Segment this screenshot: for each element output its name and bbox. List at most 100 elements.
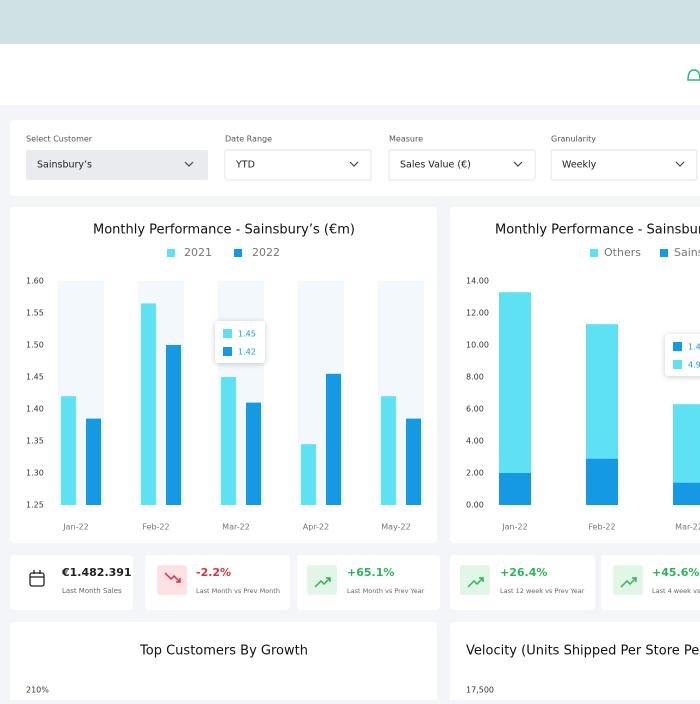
y-tick-label: 2.00: [466, 469, 484, 478]
down-icon: [164, 572, 181, 583]
bar-segment: [586, 458, 618, 505]
y-tick-label: 6.00: [466, 405, 484, 414]
select-value: Weekly: [562, 160, 597, 171]
y-tick-label: 10.00: [466, 341, 489, 350]
y-tick-label: 12.00: [466, 309, 489, 318]
tooltip: [215, 321, 265, 363]
y-tick-label: 1.35: [26, 437, 44, 446]
kpi-label: Last 4 week vs Prev Year: [652, 587, 700, 595]
select-value: YTD: [235, 160, 255, 171]
chart-card: [10, 622, 437, 704]
icon-bg: [157, 565, 187, 595]
filter-label: Select Customer: [26, 135, 93, 144]
x-tick-label: Jan-22: [501, 523, 527, 532]
x-tick-label: Mar-22: [675, 523, 700, 532]
icon-bg: [613, 565, 643, 595]
filter-label: Date Range: [225, 135, 272, 144]
bar: [86, 418, 101, 505]
bar-segment: [673, 404, 700, 483]
filter-label: Granularity: [551, 135, 596, 144]
up-icon: [620, 577, 637, 588]
select-box[interactable]: [224, 149, 372, 181]
chart-card: [450, 207, 700, 543]
x-tick-label: Mar-22: [222, 523, 250, 532]
tooltip-value: 1.4: [688, 343, 700, 352]
chart-title: Monthly Performance - Sainsbury’s (€m): [93, 223, 355, 238]
kpi-label: Last Month vs Prev Month: [196, 587, 280, 595]
kpi-card: [10, 555, 133, 610]
bar: [406, 418, 421, 505]
kpi-value: €1.482.391: [61, 566, 132, 579]
tooltip-value: 4.9: [688, 361, 700, 370]
top-banner: [0, 0, 700, 44]
y-tick-label: 1.25: [26, 501, 44, 510]
bar: [61, 396, 76, 505]
select-value: Sainsbury’s: [37, 160, 92, 171]
card-title: Velocity (Units Shipped Per Store Per We…: [466, 644, 700, 659]
legend-swatch: [234, 249, 242, 257]
y-tick-label: 4.00: [466, 437, 484, 446]
y-tick-label: 0.00: [466, 501, 484, 510]
header-bar: [0, 44, 700, 105]
y-tick-label: 1.30: [26, 469, 44, 478]
kpi-value: -2.2%: [196, 566, 231, 579]
select-box[interactable]: [388, 149, 536, 181]
y-tick-label: 17,500: [466, 686, 494, 695]
bar-segment: [499, 292, 531, 473]
legend-label: Others: [604, 246, 641, 259]
bar: [381, 396, 396, 505]
bar: [141, 303, 156, 505]
y-tick-label: 8.00: [466, 373, 484, 382]
bar: [326, 373, 341, 505]
bar-segment: [586, 324, 618, 459]
y-tick-label: 1.60: [26, 277, 44, 286]
chart-title: Monthly Performance - Sainsbury’s: [495, 223, 700, 238]
bar-segment: [499, 473, 531, 505]
kpi-value: +45.6%: [652, 566, 699, 579]
legend-label: 2021: [184, 246, 212, 259]
select-box[interactable]: [550, 149, 698, 181]
y-tick-label: 1.55: [26, 309, 44, 318]
bar: [221, 377, 236, 505]
tooltip-swatch: [673, 360, 682, 369]
calendar-icon: [29, 570, 45, 587]
up-icon: [314, 577, 331, 588]
bar: [166, 345, 181, 505]
kpi-label: Last Month vs Prev Year: [347, 587, 425, 595]
bar: [246, 402, 261, 505]
x-tick-label: Feb-22: [588, 523, 615, 532]
icon-bg: [307, 565, 337, 595]
y-tick-label: 210%: [26, 686, 49, 695]
tooltip-value: 1.45: [238, 330, 256, 339]
icon-bg: [460, 565, 490, 595]
x-tick-label: May-22: [381, 523, 410, 532]
legend-swatch: [660, 249, 668, 257]
select-value: Sales Value (€): [400, 160, 471, 171]
legend-label: 2022: [252, 246, 280, 259]
legend-swatch: [590, 249, 598, 257]
x-tick-label: Feb-22: [142, 523, 169, 532]
kpi-label: Last Month Sales: [62, 587, 122, 595]
x-tick-label: Apr-22: [303, 523, 329, 532]
legend-swatch: [167, 249, 175, 257]
chevrons: [184, 161, 685, 167]
y-tick-label: 1.50: [26, 341, 44, 350]
filter-label: Measure: [389, 135, 423, 144]
tooltip-swatch: [673, 342, 682, 351]
kpi-label: Last 12 week vs Prev Year: [500, 587, 585, 595]
kpi-value: +26.4%: [500, 566, 547, 579]
y-tick-label: 1.45: [26, 373, 44, 382]
legend-label: Sainsbury’s: [674, 246, 700, 259]
up-icon: [467, 577, 484, 588]
charts: Monthly Performance - Sainsbury’s (€m) 20…: [26, 223, 700, 532]
tooltip: [665, 334, 700, 376]
bar-segment: [673, 482, 700, 505]
select-box[interactable]: [26, 150, 208, 180]
x-tick-label: Jan-22: [62, 523, 88, 532]
tooltip-swatch: [223, 329, 232, 338]
card-title: Top Customers By Growth: [139, 644, 308, 659]
bar: [301, 444, 316, 505]
chart-card: [450, 622, 700, 704]
